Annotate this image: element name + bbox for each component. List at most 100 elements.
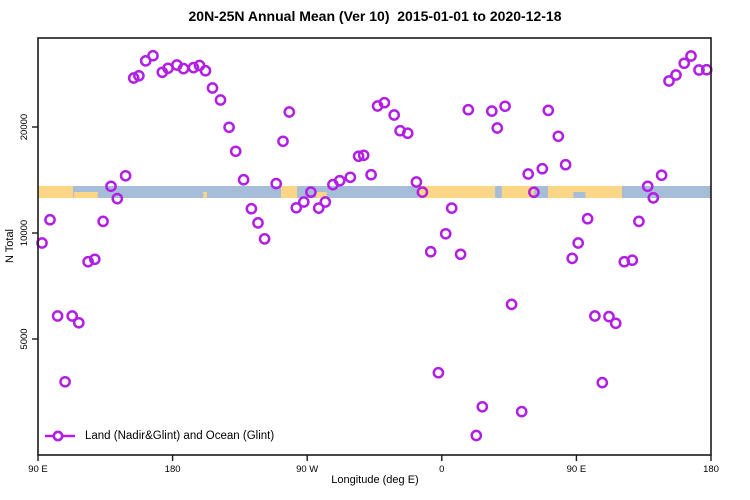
data-point bbox=[258, 233, 271, 245]
data-point bbox=[66, 310, 79, 322]
data-point bbox=[454, 248, 467, 261]
y-axis-label: N Total bbox=[4, 228, 16, 264]
map-band-land-islet bbox=[316, 192, 327, 198]
data-point bbox=[59, 375, 71, 388]
data-point bbox=[229, 145, 242, 158]
data-point bbox=[542, 104, 555, 117]
data-point bbox=[670, 69, 682, 81]
plot-frame bbox=[37, 37, 712, 456]
data-point bbox=[499, 100, 511, 113]
data-point bbox=[277, 135, 289, 148]
data-point bbox=[105, 180, 117, 193]
data-point bbox=[51, 310, 64, 322]
data-point bbox=[290, 201, 303, 214]
data-point bbox=[596, 376, 609, 389]
map-band-land-islet bbox=[203, 192, 207, 198]
data-point bbox=[647, 192, 660, 204]
legend: Land (Nadir&Glint) and Ocean (Glint) bbox=[44, 429, 274, 443]
data-point bbox=[187, 61, 200, 74]
data-point bbox=[410, 176, 423, 188]
data-point bbox=[693, 64, 705, 76]
map-band-land-segment bbox=[38, 186, 73, 198]
data-point bbox=[312, 202, 325, 214]
data-point bbox=[505, 298, 518, 311]
data-point bbox=[462, 103, 475, 116]
data-point bbox=[566, 252, 579, 265]
data-point bbox=[357, 149, 370, 162]
map-band-ocean-segment bbox=[297, 186, 419, 198]
x-tick-label: 180 bbox=[703, 464, 719, 475]
data-point bbox=[678, 57, 691, 70]
data-point bbox=[432, 366, 445, 379]
data-point bbox=[206, 82, 219, 94]
data-point bbox=[82, 255, 94, 268]
x-tick-label: 180 bbox=[165, 464, 181, 475]
data-point bbox=[283, 106, 296, 118]
data-point bbox=[559, 158, 572, 171]
map-band-ocean-segment bbox=[495, 186, 502, 198]
x-tick-label: 90 W bbox=[296, 464, 318, 475]
data-point bbox=[119, 169, 132, 182]
y-tick-label: 20000 bbox=[19, 114, 30, 140]
data-point bbox=[581, 212, 594, 225]
data-point bbox=[663, 75, 675, 87]
data-point bbox=[589, 310, 601, 322]
data-point bbox=[476, 400, 489, 413]
data-point bbox=[297, 196, 310, 208]
legend-line-point-icon bbox=[45, 430, 75, 442]
data-point bbox=[685, 50, 697, 62]
data-point bbox=[603, 310, 615, 323]
data-point bbox=[401, 127, 414, 140]
data-point bbox=[572, 237, 585, 249]
data-point bbox=[491, 122, 504, 134]
data-point bbox=[333, 174, 346, 187]
data-point bbox=[133, 69, 145, 82]
data-point bbox=[522, 168, 535, 180]
data-point bbox=[609, 317, 622, 330]
y-tick-label: 10000 bbox=[19, 220, 30, 246]
data-point bbox=[365, 168, 377, 181]
data-point bbox=[214, 94, 227, 106]
data-point bbox=[633, 215, 645, 228]
data-point bbox=[88, 253, 101, 266]
data-point bbox=[485, 105, 498, 117]
map-band-land-segment bbox=[418, 186, 496, 198]
data-point bbox=[378, 96, 391, 109]
map-band-ocean-segment bbox=[72, 186, 282, 198]
data-point bbox=[319, 196, 332, 208]
data-point bbox=[641, 180, 654, 193]
data-point bbox=[97, 215, 109, 228]
data-point bbox=[424, 245, 437, 258]
data-point bbox=[199, 64, 212, 77]
data-point bbox=[237, 173, 250, 186]
data-point bbox=[252, 217, 264, 229]
data-point bbox=[344, 171, 357, 184]
x-tick-label: 0 bbox=[439, 464, 444, 475]
x-tick-label: 90 E bbox=[28, 464, 48, 475]
data-point bbox=[44, 213, 56, 226]
y-tick-label: 5000 bbox=[19, 328, 30, 349]
data-point bbox=[445, 202, 458, 214]
data-point bbox=[439, 227, 452, 240]
data-point bbox=[626, 254, 639, 267]
data-point bbox=[352, 150, 365, 163]
chart-title: 20N-25N Annual Mean (Ver 10) 2015-01-01 … bbox=[188, 8, 562, 24]
data-point bbox=[223, 121, 235, 134]
data-point bbox=[245, 202, 258, 215]
data-point bbox=[270, 177, 283, 190]
data-point bbox=[147, 49, 159, 62]
x-tick-label: 90 E bbox=[567, 464, 587, 475]
map-band-ocean-segment bbox=[622, 186, 711, 198]
data-point bbox=[72, 316, 85, 329]
map-band-ocean-islet bbox=[573, 192, 586, 198]
data-point bbox=[416, 186, 429, 198]
map-band-land-segment bbox=[501, 186, 534, 198]
map-band-land-segment bbox=[281, 186, 298, 198]
data-point bbox=[552, 130, 565, 143]
data-point bbox=[528, 186, 540, 199]
data-point bbox=[139, 55, 152, 67]
data-point bbox=[305, 186, 317, 198]
legend-label: Land (Nadir&Glint) and Ocean (Glint) bbox=[85, 430, 275, 442]
